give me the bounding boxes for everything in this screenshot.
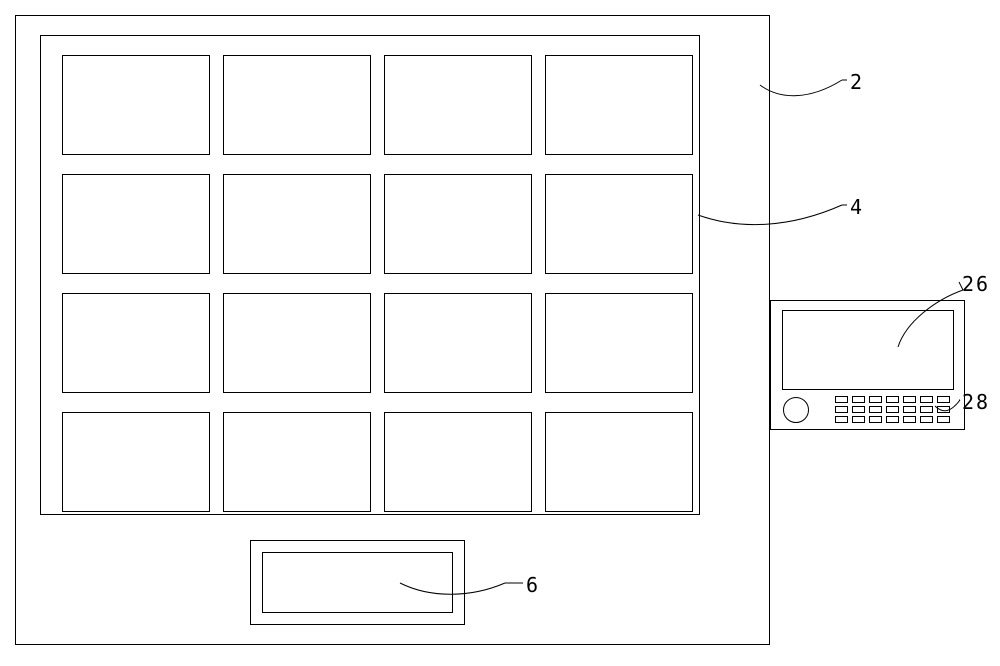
ref-label-4: 4 <box>850 195 864 219</box>
ref-label-26: 26 <box>962 272 990 296</box>
ref-label-2: 2 <box>850 70 864 94</box>
ref-label-6: 6 <box>526 573 540 597</box>
ref-label-28: 28 <box>962 390 990 414</box>
leader-lines <box>0 0 1000 666</box>
